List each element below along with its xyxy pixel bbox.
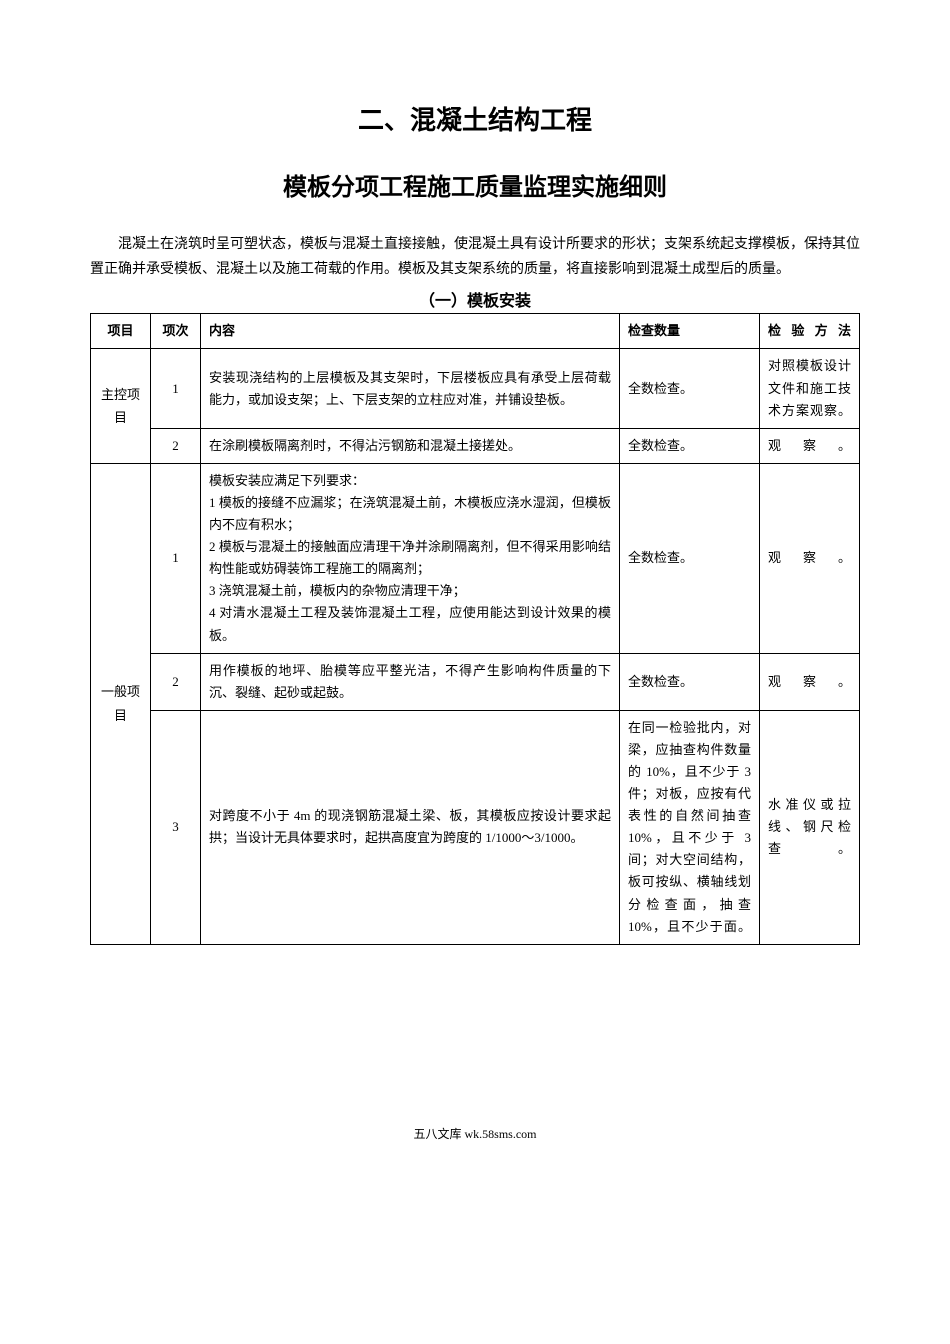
cell-quantity: 全数检查。 — [620, 463, 760, 653]
cell-quantity: 在同一检验批内，对梁，应抽查构件数量的 10%，且不少于 3 件；对板，应按有代… — [620, 710, 760, 944]
cell-seq: 3 — [151, 710, 201, 944]
table-row: 2 用作模板的地坪、胎模等应平整光洁，不得产生影响构件质量的下沉、裂缝、起砂或起… — [91, 653, 860, 710]
table-header-row: 项目 项次 内容 检查数量 检验方法 — [91, 314, 860, 349]
title-main: 二、混凝土结构工程 — [90, 100, 860, 137]
cell-quantity: 全数检查。 — [620, 653, 760, 710]
title-sub: 模板分项工程施工质量监理实施细则 — [90, 167, 860, 202]
footer-text: 五八文库 wk.58sms.com — [90, 1125, 860, 1142]
cell-method: 观察。 — [760, 653, 860, 710]
table-row: 主控项目 1 安装现浇结构的上层模板及其支架时，下层楼板应具有承受上层荷载能力，… — [91, 349, 860, 428]
cell-quantity: 全数检查。 — [620, 349, 760, 428]
cell-content: 用作模板的地坪、胎模等应平整光洁，不得产生影响构件质量的下沉、裂缝、起砂或起鼓。 — [201, 653, 620, 710]
cell-method: 对照模板设计文件和施工技术方案观察。 — [760, 349, 860, 428]
cell-seq: 2 — [151, 428, 201, 463]
cell-quantity: 全数检查。 — [620, 428, 760, 463]
table-row: 3 对跨度不小于 4m 的现浇钢筋混凝土梁、板，其模板应按设计要求起拱；当设计无… — [91, 710, 860, 944]
category-general: 一般项目 — [91, 463, 151, 944]
category-main-control: 主控项目 — [91, 349, 151, 463]
cell-seq: 1 — [151, 349, 201, 428]
table-row: 2 在涂刷模板隔离剂时，不得沾污钢筋和混凝土接搓处。 全数检查。 观察。 — [91, 428, 860, 463]
cell-content: 安装现浇结构的上层模板及其支架时，下层楼板应具有承受上层荷载能力，或加设支架；上… — [201, 349, 620, 428]
table-row: 一般项目 1 模板安装应满足下列要求：1 模板的接缝不应漏浆；在浇筑混凝土前，木… — [91, 463, 860, 653]
intro-paragraph: 混凝土在浇筑时呈可塑状态，模板与混凝土直接接触，使混凝土具有设计所要求的形状；支… — [90, 232, 860, 282]
cell-content: 在涂刷模板隔离剂时，不得沾污钢筋和混凝土接搓处。 — [201, 428, 620, 463]
cell-method: 观察。 — [760, 428, 860, 463]
cell-content: 对跨度不小于 4m 的现浇钢筋混凝土梁、板，其模板应按设计要求起拱；当设计无具体… — [201, 710, 620, 944]
cell-content: 模板安装应满足下列要求：1 模板的接缝不应漏浆；在浇筑混凝土前，木模板应浇水湿润… — [201, 463, 620, 653]
header-seq: 项次 — [151, 314, 201, 349]
cell-seq: 1 — [151, 463, 201, 653]
section-title: （一）模板安装 — [90, 287, 860, 311]
cell-seq: 2 — [151, 653, 201, 710]
cell-method: 观察。 — [760, 463, 860, 653]
header-quantity: 检查数量 — [620, 314, 760, 349]
header-project: 项目 — [91, 314, 151, 349]
header-content: 内容 — [201, 314, 620, 349]
header-method: 检验方法 — [760, 314, 860, 349]
cell-method: 水准仪或拉线、钢尺检查。 — [760, 710, 860, 944]
inspection-table: 项目 项次 内容 检查数量 检验方法 主控项目 1 安装现浇结构的上层模板及其支… — [90, 313, 860, 944]
